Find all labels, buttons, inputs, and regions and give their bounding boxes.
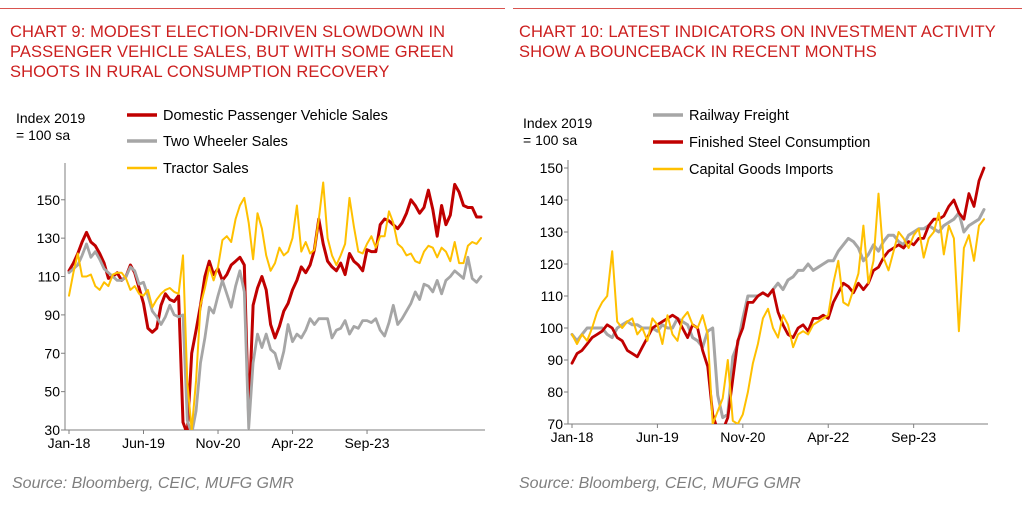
- y-tick-label: 150: [37, 192, 61, 208]
- y-tick-label: 100: [540, 320, 564, 336]
- y-tick-label: 120: [540, 256, 564, 272]
- x-tick-label: Sep-23: [891, 429, 936, 445]
- y-tick-label: 80: [547, 384, 563, 400]
- y-tick-label: 90: [547, 352, 563, 368]
- y-tick-label: 70: [547, 416, 563, 432]
- x-tick-label: Jan-18: [48, 435, 91, 451]
- series-line-finished-steel-consumption: [570, 166, 986, 424]
- chart-9-plot: Index 2019= 100 sa 30 50 70 90 110 130 150 Jan-1…: [16, 108, 485, 451]
- chart-9-title: CHART 9: MODEST ELECTION-DRIVEN SLOWDOWN…: [10, 23, 454, 81]
- x-tick-label: Jan-18: [551, 429, 594, 445]
- legend-label: Tractor Sales: [163, 161, 249, 177]
- legend-label: Domestic Passenger Vehicle Sales: [163, 108, 388, 124]
- y-tick-label: 110: [541, 288, 564, 304]
- x-tick-label: Jun-19: [636, 429, 679, 445]
- series-line-tractor-sales: [68, 181, 482, 430]
- series-line-railway-freight: [570, 208, 986, 420]
- legend-label: Railway Freight: [689, 108, 789, 124]
- top-rule: [0, 8, 505, 9]
- chart-9-source: Source: Bloomberg, CEIC, MUFG GMR: [12, 475, 294, 492]
- x-tick-label: Nov-20: [195, 435, 240, 451]
- chart-10-title: CHART 10: LATEST INDICATORS ON INVESTMEN…: [519, 23, 996, 61]
- legend-label: Capital Goods Imports: [689, 162, 833, 178]
- y-tick-label: 130: [540, 224, 564, 240]
- series-line-capital-goods-imports: [571, 192, 985, 424]
- y-tick-label: 50: [44, 384, 60, 400]
- chart-10-panel: CHART 10: LATEST INDICATORS ON INVESTMEN…: [513, 0, 1022, 507]
- y-axis-label: = 100 sa: [523, 132, 577, 148]
- y-tick-label: 140: [540, 192, 564, 208]
- x-tick-label: Apr-22: [807, 429, 849, 445]
- legend-label: Finished Steel Consumption: [689, 135, 870, 151]
- y-tick-label: 110: [38, 269, 61, 285]
- y-axis-label: = 100 sa: [16, 127, 70, 143]
- y-tick-label: 90: [44, 307, 60, 323]
- y-axis-label: Index 2019: [523, 115, 592, 131]
- y-tick-label: 130: [37, 230, 61, 246]
- series-line-domestic-passenger-vehicle-sales: [67, 182, 483, 430]
- chart-10-source: Source: Bloomberg, CEIC, MUFG GMR: [519, 475, 801, 492]
- x-tick-label: Sep-23: [344, 435, 389, 451]
- y-tick-label: 150: [540, 160, 564, 176]
- top-rule: [513, 8, 1022, 9]
- chart-9-panel: CHART 9: MODEST ELECTION-DRIVEN SLOWDOWN…: [0, 0, 505, 507]
- y-axis-label: Index 2019: [16, 110, 85, 126]
- x-tick-label: Jun-19: [122, 435, 165, 451]
- x-tick-label: Apr-22: [272, 435, 314, 451]
- y-tick-label: 30: [44, 422, 60, 438]
- legend-label: Two Wheeler Sales: [163, 134, 288, 150]
- y-tick-label: 70: [44, 345, 60, 361]
- chart-10-plot: Index 2019= 100 sa 70 80 90 100 110 120 130 140 1…: [523, 108, 988, 445]
- series-line-two-wheeler-sales: [67, 242, 483, 430]
- x-tick-label: Nov-20: [720, 429, 765, 445]
